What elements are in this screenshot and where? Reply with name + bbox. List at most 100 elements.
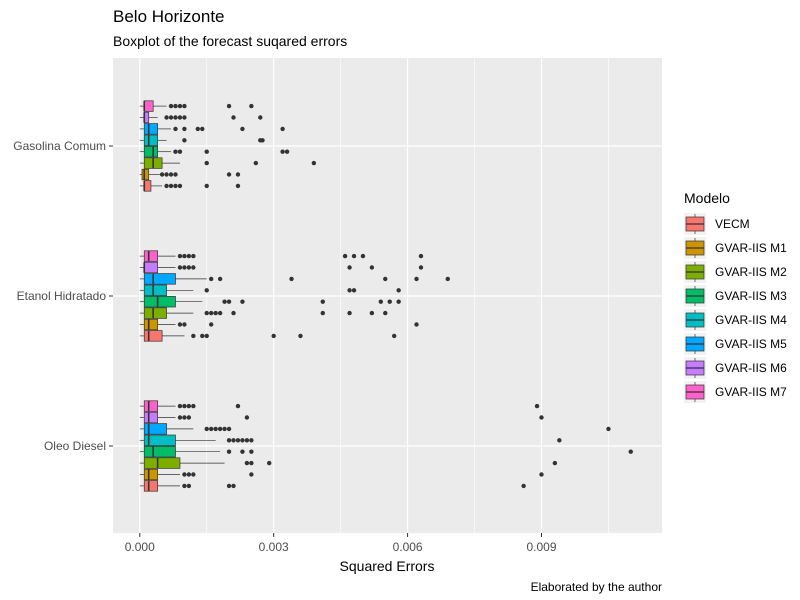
y-tick-label: Gasolina Comum bbox=[13, 139, 106, 153]
outlier-point bbox=[235, 438, 241, 443]
box-rect bbox=[143, 318, 158, 331]
legend-entry: GVAR-IIS M4 bbox=[684, 309, 787, 331]
legend-label: GVAR-IIS M5 bbox=[715, 337, 787, 351]
outlier-point bbox=[177, 322, 183, 327]
outlier-point bbox=[271, 333, 276, 339]
legend-label: GVAR-IIS M4 bbox=[715, 313, 787, 327]
outlier-point bbox=[235, 403, 241, 409]
outlier-point bbox=[208, 276, 214, 282]
box-rect bbox=[143, 434, 176, 446]
box-gvar-iis-m4 bbox=[139, 284, 401, 296]
outlier-point bbox=[177, 265, 183, 270]
outlier-point bbox=[369, 310, 375, 316]
box-gvar-iis-m2 bbox=[139, 457, 558, 469]
outlier-point bbox=[182, 126, 187, 132]
legend: VECM GVAR-IIS M1 GVAR-IIS M2 GVAR-IIS M3 GVA… bbox=[684, 213, 787, 403]
box-vecm bbox=[139, 180, 241, 192]
outlier-point bbox=[182, 483, 187, 489]
outlier-point bbox=[351, 288, 357, 293]
box-gvar-iis-m3 bbox=[139, 146, 290, 158]
outlier-point bbox=[186, 483, 192, 489]
outlier-point bbox=[267, 460, 272, 466]
outlier-point bbox=[217, 426, 223, 432]
outlier-point bbox=[222, 426, 227, 432]
box-gvar-iis-m2 bbox=[139, 157, 317, 169]
outlier-point bbox=[182, 265, 187, 270]
outlier-point bbox=[391, 333, 397, 339]
outlier-point bbox=[552, 460, 558, 466]
outlier-point bbox=[177, 253, 183, 259]
x-tick-label: 0.006 bbox=[393, 540, 423, 554]
outlier-point bbox=[347, 288, 352, 293]
outlier-point bbox=[280, 126, 285, 132]
box-rect bbox=[143, 411, 158, 424]
outlier-point bbox=[311, 160, 317, 166]
outlier-point bbox=[177, 103, 183, 109]
box-rect bbox=[143, 134, 158, 146]
outlier-point bbox=[217, 310, 223, 316]
box-rect bbox=[143, 457, 181, 469]
box-rect bbox=[143, 123, 158, 135]
x-tick-label: 0.000 bbox=[125, 540, 155, 554]
box-gvar-iis-m5 bbox=[139, 423, 611, 435]
box-gvar-iis-m3 bbox=[139, 296, 401, 308]
chart-title: Belo Horizonte bbox=[113, 7, 225, 26]
outlier-point bbox=[173, 103, 178, 109]
outlier-point bbox=[226, 483, 232, 489]
box-rect bbox=[143, 296, 176, 308]
outlier-point bbox=[200, 126, 205, 132]
box-rect bbox=[143, 250, 158, 262]
box-rect bbox=[143, 180, 152, 192]
outlier-point bbox=[396, 288, 401, 293]
y-tick-label: Oleo Diesel bbox=[44, 439, 106, 453]
outlier-point bbox=[534, 403, 540, 409]
x-tick-label: 0.009 bbox=[526, 540, 556, 554]
chart-caption: Elaborated by the author bbox=[531, 580, 662, 594]
y-tick-label: Etanol Hidratado bbox=[17, 289, 107, 303]
outlier-point bbox=[217, 276, 223, 282]
grid-lines bbox=[113, 58, 662, 533]
outlier-point bbox=[168, 183, 174, 189]
outlier-point bbox=[418, 253, 424, 259]
box-gvar-iis-m1 bbox=[139, 468, 544, 481]
outlier-point bbox=[320, 310, 325, 316]
outlier-point bbox=[213, 426, 218, 432]
outlier-point bbox=[186, 253, 192, 259]
outlier-point bbox=[606, 426, 611, 432]
box-gvar-iis-m1 bbox=[139, 318, 419, 331]
outlier-point bbox=[173, 172, 178, 177]
outlier-point bbox=[182, 115, 187, 120]
outlier-point bbox=[249, 449, 254, 454]
box-rect bbox=[143, 100, 154, 112]
outlier-point bbox=[182, 322, 187, 327]
legend-entry: GVAR-IIS M2 bbox=[684, 261, 787, 283]
legend-entry: GVAR-IIS M7 bbox=[684, 381, 787, 403]
legend-label: GVAR-IIS M3 bbox=[715, 289, 787, 303]
box-rect bbox=[143, 307, 167, 319]
outlier-point bbox=[226, 103, 232, 109]
outlier-point bbox=[244, 460, 250, 466]
outlier-point bbox=[182, 472, 187, 477]
outlier-point bbox=[557, 438, 562, 443]
box-rect bbox=[143, 468, 158, 481]
outlier-point bbox=[226, 172, 232, 177]
legend-entry: VECM bbox=[684, 213, 750, 235]
outlier-point bbox=[396, 299, 401, 304]
outlier-point bbox=[191, 472, 196, 477]
legend-label: GVAR-IIS M2 bbox=[715, 265, 787, 279]
outlier-point bbox=[177, 415, 183, 420]
outlier-point bbox=[191, 403, 196, 409]
outlier-point bbox=[369, 265, 375, 270]
box-rect bbox=[143, 480, 158, 492]
legend-label: VECM bbox=[715, 217, 750, 231]
legend-entry: GVAR-IIS M1 bbox=[684, 237, 787, 259]
outlier-point bbox=[195, 126, 201, 132]
outlier-point bbox=[253, 160, 259, 166]
outlier-point bbox=[351, 253, 357, 259]
outlier-point bbox=[240, 438, 245, 443]
legend-entry: GVAR-IIS M6 bbox=[684, 357, 787, 379]
outlier-point bbox=[231, 310, 236, 316]
outlier-point bbox=[186, 415, 192, 420]
legend-label: GVAR-IIS M6 bbox=[715, 361, 787, 375]
box-rect bbox=[143, 284, 167, 296]
